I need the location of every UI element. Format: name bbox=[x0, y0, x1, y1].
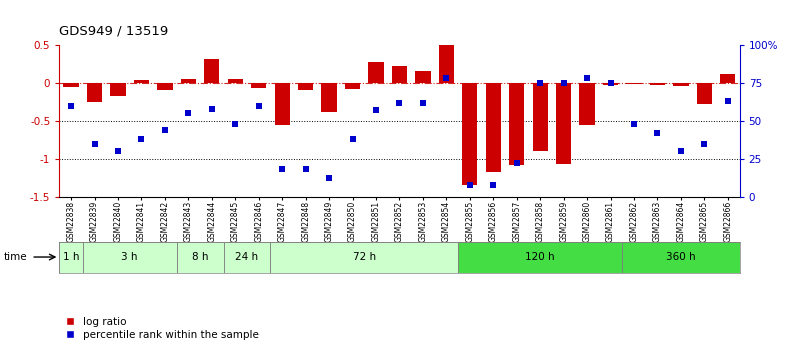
Bar bbox=[532, 83, 548, 151]
Bar bbox=[369, 62, 384, 83]
Bar bbox=[224, 241, 271, 273]
Bar bbox=[603, 83, 619, 85]
Text: 24 h: 24 h bbox=[236, 252, 259, 262]
Bar bbox=[251, 83, 267, 88]
Bar bbox=[392, 66, 407, 83]
Bar bbox=[345, 83, 360, 89]
Bar bbox=[556, 83, 571, 164]
Legend: log ratio, percentile rank within the sample: log ratio, percentile rank within the sa… bbox=[65, 317, 259, 340]
Bar bbox=[157, 83, 172, 90]
Bar bbox=[59, 241, 83, 273]
Text: GDS949 / 13519: GDS949 / 13519 bbox=[59, 25, 168, 38]
Bar bbox=[298, 83, 313, 90]
Bar bbox=[134, 80, 149, 83]
Bar bbox=[673, 83, 688, 86]
Bar bbox=[623, 241, 740, 273]
Bar bbox=[321, 83, 337, 112]
Bar bbox=[83, 241, 176, 273]
Bar bbox=[271, 241, 458, 273]
Text: 360 h: 360 h bbox=[666, 252, 696, 262]
Bar bbox=[626, 83, 642, 84]
Text: time: time bbox=[4, 252, 28, 262]
Bar bbox=[439, 43, 454, 83]
Bar bbox=[462, 83, 478, 185]
Bar bbox=[697, 83, 712, 104]
Bar bbox=[176, 241, 224, 273]
Bar bbox=[721, 74, 736, 83]
Bar bbox=[63, 83, 78, 87]
Bar bbox=[228, 79, 243, 83]
Bar bbox=[458, 241, 623, 273]
Bar bbox=[486, 83, 501, 172]
Text: 8 h: 8 h bbox=[192, 252, 208, 262]
Bar bbox=[509, 83, 524, 165]
Bar bbox=[415, 71, 430, 83]
Text: 72 h: 72 h bbox=[353, 252, 376, 262]
Bar bbox=[87, 83, 102, 102]
Bar bbox=[110, 83, 126, 97]
Text: 1 h: 1 h bbox=[62, 252, 79, 262]
Bar bbox=[580, 83, 595, 125]
Text: 3 h: 3 h bbox=[122, 252, 138, 262]
Bar bbox=[650, 83, 665, 85]
Bar bbox=[274, 83, 290, 125]
Bar bbox=[180, 79, 196, 83]
Text: 120 h: 120 h bbox=[525, 252, 555, 262]
Bar bbox=[204, 59, 219, 83]
